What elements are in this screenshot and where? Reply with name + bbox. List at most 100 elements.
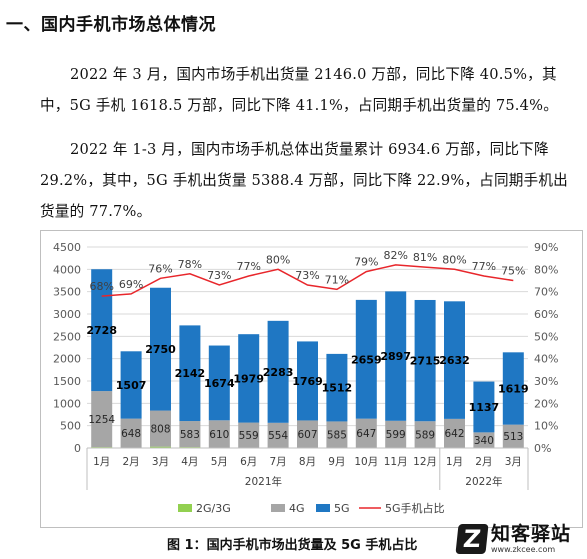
y-left-tick-label: 4000: [53, 263, 81, 276]
paragraph-march-text: 2022 年 3 月，国内市场手机出货量 2146.0 万部，同比下降 40.5…: [40, 66, 558, 114]
x-tick-label: 4月: [181, 456, 198, 468]
legend-swatch: [316, 504, 330, 512]
line-data-label: 69%: [119, 278, 143, 291]
data-label-5g: 2750: [145, 343, 176, 356]
y-left-tick-label: 2500: [53, 330, 81, 343]
x-tick-label: 2月: [475, 456, 492, 468]
data-label-5g: 2897: [380, 350, 411, 363]
line-data-label: 80%: [442, 253, 466, 266]
legend-label: 4G: [289, 502, 305, 515]
bar-4g: [326, 421, 348, 448]
chart-canvas: 0 500 1000 1500 2000 2500 3000 3500 4000 4500 0% 10…: [53, 241, 558, 515]
bar-4g: [355, 418, 377, 448]
data-label-5g: 1512: [322, 382, 353, 395]
watermark-url: www.zkcee.com: [491, 544, 556, 554]
y-left-tick-label: 0: [74, 442, 81, 455]
line-data-label: 77%: [472, 260, 496, 273]
bar-4g: [179, 421, 201, 448]
line-data-label: 77%: [236, 260, 260, 273]
legend-label: 5G手机占比: [385, 501, 445, 515]
y-left-tick-label: 3500: [53, 286, 81, 299]
y-right-tick-label: 20%: [534, 397, 558, 410]
bar-5g: [385, 291, 407, 421]
data-label-5g: 2659: [351, 353, 382, 366]
data-label-4g: 599: [386, 429, 406, 441]
shipment-chart: 0 500 1000 1500 2000 2500 3000 3500 4000 4500 0% 10…: [40, 230, 583, 528]
watermark-text: 知客驿站 www.zkcee.com: [491, 522, 572, 554]
line-data-label: 79%: [354, 256, 378, 269]
zkcee-logo-icon: Z: [455, 524, 489, 554]
bar-4g: [414, 421, 436, 448]
bar-5g: [91, 269, 113, 392]
x-tick-label: 3月: [152, 456, 169, 468]
line-data-label: 76%: [148, 262, 172, 275]
x-tick-label: 6月: [240, 456, 257, 468]
bar-5g: [326, 353, 348, 422]
y-right-tick-label: 80%: [534, 263, 558, 276]
x-tick-label: 11月: [384, 456, 408, 468]
site-watermark: Z 知客驿站 www.zkcee.com: [455, 521, 585, 557]
x-tick-label: 9月: [328, 456, 345, 468]
paragraph-q1: 2022 年 1-3 月，国内市场手机总体出货量累计 6934.6 万部，同比下…: [40, 134, 570, 227]
bar-2g3g: [150, 446, 171, 448]
y-left-tick-label: 3000: [53, 308, 81, 321]
watermark-title: 知客驿站: [491, 522, 572, 545]
data-label-5g: 1769: [292, 375, 323, 388]
line-data-label: 78%: [178, 258, 202, 271]
data-label-4g: 642: [444, 428, 464, 440]
line-data-label: 82%: [383, 249, 407, 262]
y-left-tick-label: 500: [60, 420, 81, 433]
bar-4g: [208, 420, 230, 448]
data-label-4g: 559: [239, 430, 259, 442]
bar-5g: [444, 301, 465, 419]
legend-label: 2G/3G: [196, 502, 231, 515]
y-right-tick-label: 70%: [534, 286, 558, 299]
data-label-5g: 1979: [233, 372, 264, 385]
y-right-tick-label: 90%: [534, 241, 558, 254]
bar-5g: [414, 299, 436, 422]
paragraph-q1-text: 2022 年 1-3 月，国内市场手机总体出货量累计 6934.6 万部，同比下…: [40, 141, 568, 220]
x-tick-label: 3月: [505, 456, 522, 468]
data-label-4g: 340: [474, 435, 494, 447]
bar-4g: [385, 420, 407, 448]
group-label: 2021年: [245, 475, 282, 488]
bar-5g: [355, 299, 377, 419]
x-tick-label: 10月: [354, 456, 378, 468]
data-label-4g: 648: [121, 428, 141, 440]
legend-swatch: [178, 504, 192, 512]
data-label-4g: 583: [180, 429, 200, 441]
bar-4g: [91, 391, 113, 448]
bar-4g: [120, 418, 142, 448]
bar-5g: [502, 352, 524, 425]
data-label-5g: 2142: [175, 367, 206, 380]
data-label-4g: 647: [356, 428, 376, 440]
bar-4g: [150, 410, 171, 447]
data-label-4g: 610: [209, 429, 229, 441]
y-left-tick-label: 2000: [53, 353, 81, 366]
data-label-5g: 1507: [116, 379, 147, 392]
line-data-label: 80%: [266, 253, 290, 266]
x-tick-label: 1月: [93, 456, 110, 468]
data-label-4g: 554: [268, 430, 288, 442]
data-label-5g: 2632: [439, 354, 470, 367]
data-label-5g: 2728: [86, 324, 117, 337]
section-heading: 一、国内手机市场总体情况: [6, 15, 216, 35]
paragraph-march: 2022 年 3 月，国内市场手机出货量 2146.0 万部，同比下降 40.5…: [40, 59, 570, 121]
line-data-label: 75%: [501, 265, 525, 278]
y-left-tick-label: 1000: [53, 397, 81, 410]
data-label-5g: 1137: [469, 401, 500, 414]
y-right-tick-label: 10%: [534, 420, 558, 433]
bar-4g: [297, 420, 318, 448]
y-left-tick-label: 1500: [53, 375, 81, 388]
legend-label: 5G: [334, 502, 350, 515]
bar-4g: [502, 424, 524, 448]
y-right-tick-label: 40%: [534, 353, 558, 366]
bar-5g: [297, 341, 318, 421]
data-label-4g: 808: [150, 424, 170, 436]
x-tick-label: 8月: [299, 456, 316, 468]
x-tick-label: 1月: [446, 456, 463, 468]
bar-5g: [150, 287, 171, 411]
group-label: 2022年: [465, 475, 502, 488]
figure-caption: 图 1：国内手机市场出货量及 5G 手机占比: [167, 538, 418, 553]
bar-5g: [267, 320, 289, 423]
